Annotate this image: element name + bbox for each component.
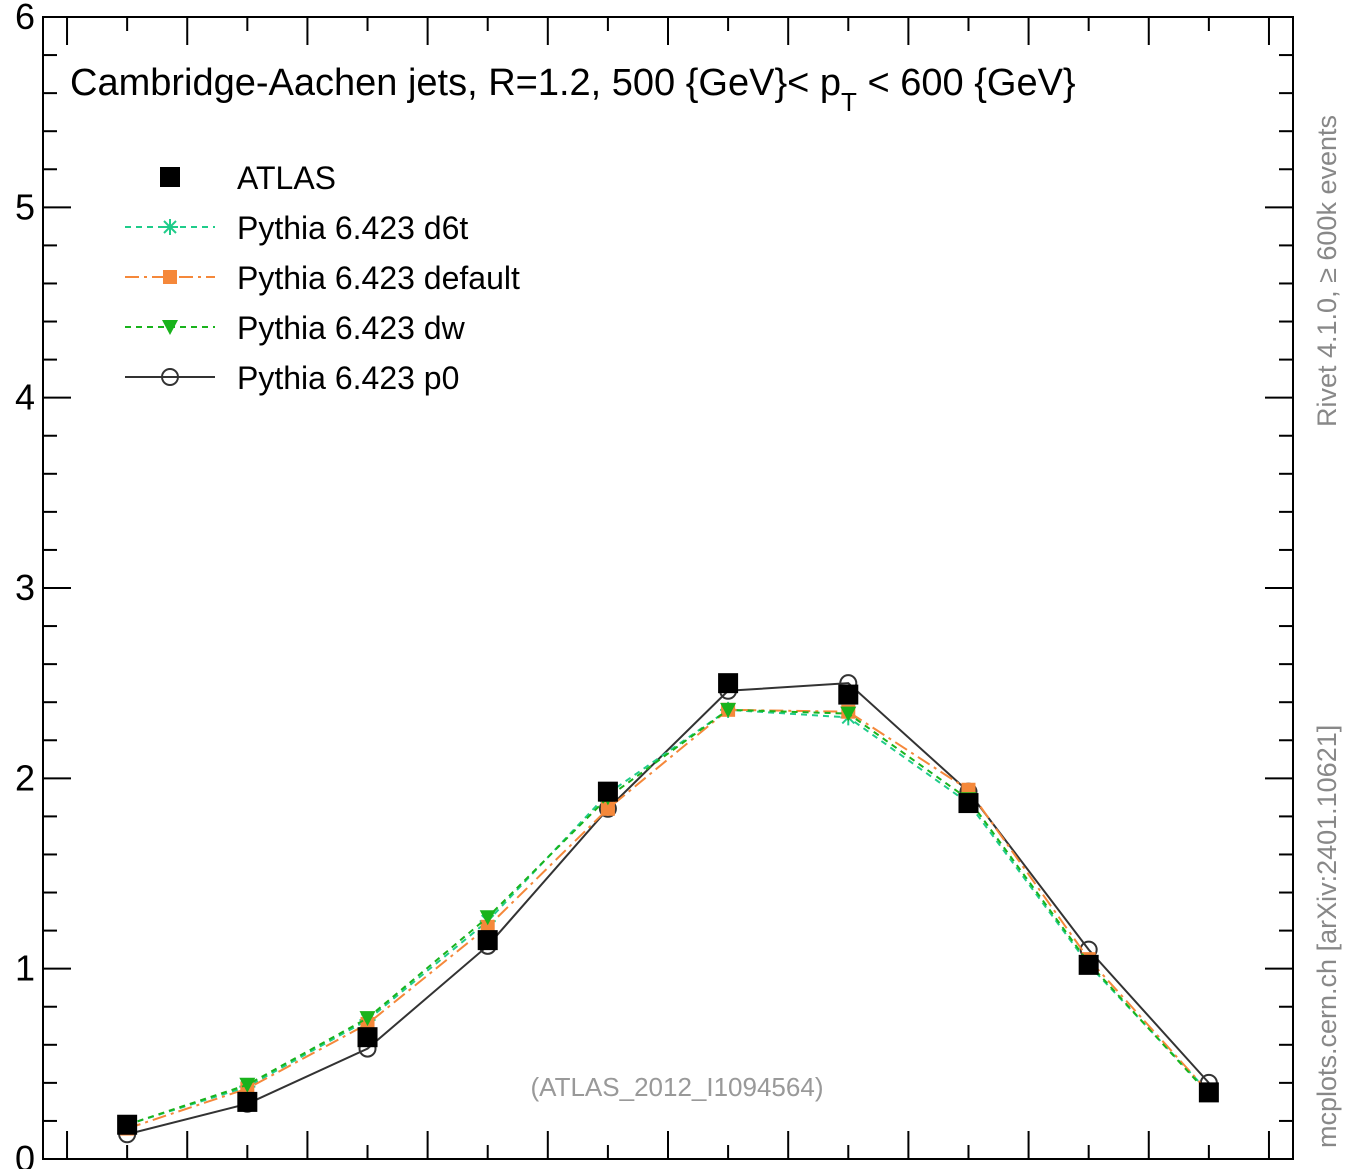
y-tick-label: 0 [15,1138,35,1169]
chart-title-main: Cambridge-Aachen jets, R=1.2, 500 {GeV}<… [70,62,841,104]
data-point-atlas [718,673,739,694]
legend-label-pythia-6-423-p0: Pythia 6.423 p0 [237,360,459,396]
legend-label-pythia-6-423-dw: Pythia 6.423 dw [237,310,466,346]
y-tick-label: 5 [15,186,35,227]
y-tick-label: 4 [15,377,35,418]
data-point-pythia-6-423-dw [359,1011,376,1027]
side-text-bottom: mcplots.cern.ch [arXiv:2401.10621] [1312,725,1342,1148]
legend-label-atlas: ATLAS [237,160,336,196]
data-point-atlas [958,793,979,814]
chart-title-subscript: T [841,87,857,117]
data-point-pythia-6-423-default [600,801,615,816]
data-point-pythia-6-423-dw [239,1077,256,1093]
plot-frame [42,16,1294,1160]
data-point-atlas [597,781,618,802]
legend-marker-pythia-6-423-default [163,270,177,284]
data-point-pythia-6-423-dw [840,706,857,722]
side-text-top: Rivet 4.1.0, ≥ 600k events [1312,115,1342,427]
analysis-label: (ATLAS_2012_I1094564) [531,1072,824,1102]
data-point-pythia-6-423-dw [720,702,737,718]
y-tick-label: 2 [15,757,35,798]
series-line-pythia-6-423-p0 [126,682,1210,1136]
y-tick-label: 6 [15,0,35,37]
legend-marker-pythia-6-423-d6t [162,219,178,235]
data-point-atlas [838,684,859,705]
axis-ticks: 0 1 2 3 4 5 6 [15,0,1293,1169]
data-point-atlas [1078,954,1099,975]
legend-marker-atlas [160,167,180,187]
data-point-atlas [117,1114,138,1135]
data-point-atlas [477,930,498,951]
legend-marker-pythia-6-423-dw [162,320,178,335]
y-tick-label: 1 [15,948,35,989]
chart-title-tail: < 600 {GeV} [857,62,1076,104]
data-point-atlas [237,1091,258,1112]
legend-marker-pythia-6-423-p0 [161,368,179,386]
data-point-atlas [357,1027,378,1048]
data-point-atlas [1198,1082,1219,1103]
data-point-pythia-6-423-dw [479,910,496,926]
series-line-pythia-6-423-d6t [126,708,1210,1126]
series-layer [117,673,1219,1144]
series-line-pythia-6-423-dw [126,708,1210,1126]
plot-border [42,16,1294,1160]
legend: ATLAS Pythia 6.423 d6t Pythia 6.423 defaul… [125,160,520,396]
chart-title: Cambridge-Aachen jets, R=1.2, 500 {GeV}<… [70,62,1076,117]
legend-label-pythia-6-423-d6t: Pythia 6.423 d6t [237,210,468,246]
legend-label-pythia-6-423-default: Pythia 6.423 default [237,260,520,296]
series-line-pythia-6-423-default [126,708,1210,1130]
y-tick-label: 3 [15,567,35,608]
